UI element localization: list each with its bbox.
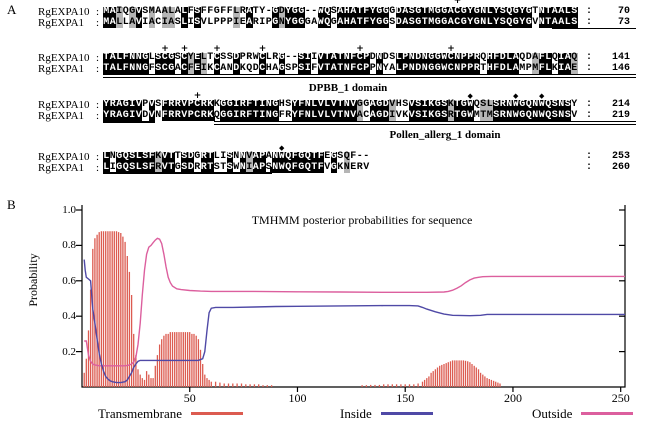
row-colon: : (96, 6, 100, 18)
outside-line (84, 237, 625, 367)
inside-line (83, 259, 625, 384)
residue-number: 253 (611, 151, 630, 162)
sequence: TALFNNGLSCGSCYELTCSSDPRWCLRG--SIIVTATNFC… (103, 52, 578, 64)
row-label: RgEXPA10 (38, 52, 90, 64)
legend-line-swatch (191, 412, 244, 415)
sequence: YRAGIVDVNFRRVPCRKQGGIRFTINGFRYFNLVLVTNVA… (103, 109, 578, 121)
residue-number-separator: : (586, 151, 593, 162)
y-tick-label: 0.2 (62, 345, 76, 358)
y-tick-label: 1.0 (62, 204, 76, 216)
axis-frame (81, 205, 626, 388)
sequence: TALFNNGFSCGACFEIKCANDKQDCHAGSPSIFVTATNFC… (103, 62, 578, 74)
x-tick-label: 250 (611, 391, 630, 405)
sequence: LNGQSLSFKVTTSDGRTLISNNVAPANWQFGQTFEGSQF-… (103, 151, 370, 163)
domain-underline (551, 27, 636, 30)
alignment-row: RgEXPA1: LIGQSLSFRVTGSDRRTSTSWNIAPSNWQFGQ… (0, 161, 646, 174)
legend-outside: Outside (532, 406, 634, 422)
row-colon: : (96, 16, 100, 29)
legend-label: Inside (340, 406, 372, 421)
conserved-residue-marker: + (180, 44, 189, 54)
domain-underline-tick (213, 116, 216, 122)
residue-number-separator: : (586, 161, 593, 173)
row-label: RgEXPA10 (38, 151, 90, 163)
residue-number-separator: : (586, 52, 593, 63)
domain-underline (103, 172, 272, 174)
row-label: RgEXPA1 (38, 16, 85, 29)
legend-line-swatch (581, 412, 634, 415)
row-colon: : (96, 109, 100, 122)
row-colon: : (96, 62, 100, 75)
domain-label: Pollen_allerg_1 domain (389, 128, 501, 141)
chart-title: TMHMM posterior probabilities for sequen… (251, 213, 473, 227)
row-colon: : (96, 52, 100, 64)
alignment-row: RgEXPA1: TALFNNGFSCGACFEIKCANDKQDCHAGSPSI… (0, 62, 646, 75)
domain-underline (213, 121, 636, 126)
domain-underline-tick (270, 167, 272, 173)
residue-number: 73 (617, 16, 630, 28)
x-tick-label: 150 (396, 391, 415, 405)
alignment-row: RgEXPA10: YRAGIVPVSFRRVPCRKKGGIRFTINGHSYF… (0, 99, 646, 111)
x-tick-label: 100 (288, 391, 307, 405)
alignment-row: RgEXPA10: MAIQGVSMAALALFSFFGFFLRATY-GDYGG… (0, 6, 646, 18)
residue-number-separator: : (586, 109, 593, 121)
conserved-residue-marker: + (213, 44, 221, 54)
residue-number-separator: : (586, 62, 593, 74)
residue-number: 219 (611, 109, 630, 121)
conserved-residue-marker: ◆ (513, 92, 519, 100)
domain-underline-tick (153, 116, 155, 122)
conserved-residue-marker: ◆ (539, 92, 545, 100)
y-tick-label: 0.6 (62, 274, 76, 287)
row-label: RgEXPA1 (38, 62, 85, 75)
panel-b-label: B (7, 197, 16, 212)
residue-number: 260 (611, 161, 630, 173)
y-axis-label: Probability (26, 253, 40, 307)
conserved-residue-marker: + (447, 44, 455, 54)
residue-number-separator: : (586, 99, 593, 110)
sequence: MAIQGVSMAALALFSFFGFFLRATY-GDYGG--WQSAHAT… (103, 6, 578, 18)
row-label: RgEXPA10 (38, 99, 90, 111)
row-colon: : (96, 161, 100, 174)
residue-number-separator: : (586, 16, 593, 28)
legend-inside: Inside (340, 406, 433, 422)
alignment-row: RgEXPA10: LNGQSLSFKVTTSDGRTLISNNVAPANWQFG… (0, 151, 646, 163)
legend-label: Transmembrane (98, 406, 183, 421)
row-label: RgEXPA1 (38, 109, 85, 122)
x-tick-label: 200 (503, 391, 522, 405)
sequence: YRAGIVPVSFRRVPCRKKGGIRFTINGHSYFNLVLVTNVG… (103, 99, 578, 111)
x-tick-label: 50 (183, 391, 196, 405)
conserved-residue-marker: + (161, 44, 169, 54)
alignment-row: RgEXPA1: YRAGIVDVNFRRVPCRKQGGIRFTINGFRYFN… (0, 109, 646, 122)
residue-number: 70 (617, 6, 630, 17)
row-label: RgEXPA1 (38, 161, 85, 174)
residue-number: 141 (611, 52, 630, 63)
panel-a-label: A (7, 2, 17, 17)
row-colon: : (96, 151, 100, 163)
conserved-residue-marker: ◆ (467, 92, 473, 100)
legend-transmembrane: Transmembrane (98, 406, 244, 422)
legend-line-swatch (380, 412, 433, 415)
domain-underline (103, 121, 155, 123)
residue-number-separator: : (586, 6, 593, 17)
conserved-residue-marker: + (258, 44, 267, 54)
sequence: LIGQSLSFRVTGSDRRTSTSWNIAPSNWQFGQTFVGKNER… (103, 161, 370, 173)
sequence: MALLAVIACIASLISVLPPPIEARIPGNYGGGAWQGAHAT… (103, 16, 578, 28)
conserved-residue-marker: ◆ (279, 144, 285, 152)
alignment-row: RgEXPA10: TALFNNGLSCGSCYELTCSSDPRWCLRG--S… (0, 52, 646, 64)
alignment-row: RgEXPA1: MALLAVIACIASLISVLPPPIEARIPGNYGGG… (0, 16, 646, 29)
conserved-residue-marker: + (453, 0, 462, 6)
conserved-residue-marker: + (356, 44, 364, 54)
y-tick-label: 0.4 (62, 310, 76, 323)
legend-label: Outside (532, 406, 573, 421)
row-label: RgEXPA10 (38, 6, 90, 18)
domain-label: DPBB_1 domain (308, 82, 388, 94)
residue-number: 214 (611, 99, 630, 110)
y-tick-label: 0.8 (62, 239, 76, 252)
conserved-residue-marker: + (193, 91, 202, 101)
residue-number: 146 (611, 62, 630, 74)
row-colon: : (96, 99, 100, 111)
domain-underline (103, 74, 636, 79)
